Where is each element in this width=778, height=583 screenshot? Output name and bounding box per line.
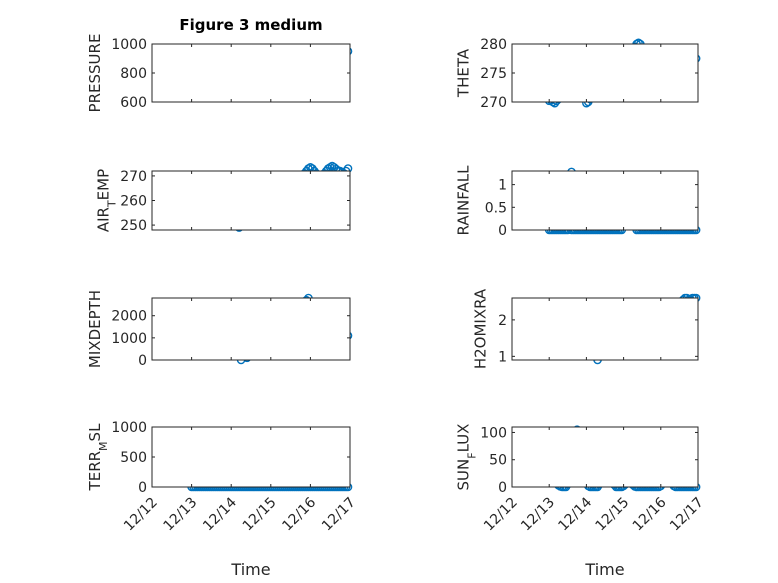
- y-tick-label: 1000: [111, 331, 147, 347]
- y-tick-label: 2: [498, 313, 507, 329]
- y-tick-label: 1000: [111, 420, 147, 436]
- x-tick-label: 12/12: [481, 495, 521, 535]
- y-tick-label: 275: [480, 66, 507, 82]
- subplot-6: 1 2 H2OMIXRA: [472, 288, 701, 369]
- y-tick-label: 800: [120, 66, 147, 82]
- x-tick-label: 12/16: [630, 494, 670, 534]
- y-tick-label: 1: [498, 178, 507, 194]
- y-axis-label: THETA: [455, 48, 473, 98]
- axes-frame: [151, 297, 351, 361]
- y-tick-label: 600: [120, 95, 147, 111]
- y-axis-label: TERRMSL: [86, 423, 110, 492]
- y-tick-label: 0: [138, 480, 147, 496]
- y-axis-label: AIRTEMP: [95, 169, 119, 232]
- x-tick-label: 12/17: [319, 495, 359, 535]
- x-tick-label: 12/16: [279, 494, 319, 534]
- figure-title: Figure 3 medium: [179, 16, 322, 34]
- x-tick-label: 12/17: [667, 495, 707, 535]
- x-tick-label: 12/12: [121, 495, 161, 535]
- axes-frame: [511, 426, 699, 488]
- x-axis-label: Time: [584, 560, 624, 579]
- y-tick-label: 50: [489, 453, 507, 469]
- x-tick-label: 12/14: [200, 494, 240, 534]
- x-tick-label: 12/13: [518, 495, 558, 535]
- y-tick-label: 270: [480, 95, 507, 111]
- x-axis-label: Time: [230, 560, 270, 579]
- y-tick-label: 280: [480, 37, 507, 53]
- y-tick-label: 1000: [111, 37, 147, 53]
- y-tick-label: 260: [120, 194, 147, 210]
- y-tick-label: 0.5: [485, 200, 507, 216]
- y-tick-label: 270: [120, 169, 147, 185]
- y-tick-label: 2000: [111, 309, 147, 325]
- subplot-2: 270 275 280 THETA: [455, 37, 701, 111]
- axes-frame: [151, 43, 351, 103]
- x-tick-label: 12/13: [161, 495, 201, 535]
- y-tick-label: 250: [120, 218, 147, 234]
- y-tick-label: 0: [498, 480, 507, 496]
- subplot-8: 0 50 100SUNFLUX12/1212/1312/1412/1512/1612…: [455, 424, 707, 579]
- y-tick-label: 500: [120, 450, 147, 466]
- subplot-1: 600 800 1000 PRESSURE: [86, 34, 353, 113]
- axes-frame: [151, 426, 351, 488]
- axes-frame: [511, 297, 699, 361]
- y-axis-label: PRESSURE: [86, 34, 104, 113]
- y-tick-label: 100: [480, 425, 507, 441]
- y-tick-label: 1: [498, 349, 507, 365]
- y-axis-label: RAINFALL: [455, 165, 473, 236]
- axes-frame: [151, 170, 351, 231]
- axes-frame: [511, 170, 699, 231]
- y-axis-label: H2OMIXRA: [472, 288, 490, 369]
- x-tick-label: 12/14: [555, 494, 595, 534]
- y-axis-label: SUNFLUX: [455, 424, 479, 491]
- subplot-4: 0 0.5 1 RAINFALL: [455, 165, 701, 239]
- x-tick-label: 12/15: [240, 495, 280, 535]
- axes-frame: [511, 43, 699, 103]
- y-tick-label: 0: [498, 223, 507, 239]
- y-tick-label: 0: [138, 353, 147, 369]
- subplot-5: 0 1000 2000 MIXDEPTH: [86, 290, 353, 369]
- y-axis-label: MIXDEPTH: [86, 290, 104, 368]
- x-tick-label: 12/15: [593, 495, 633, 535]
